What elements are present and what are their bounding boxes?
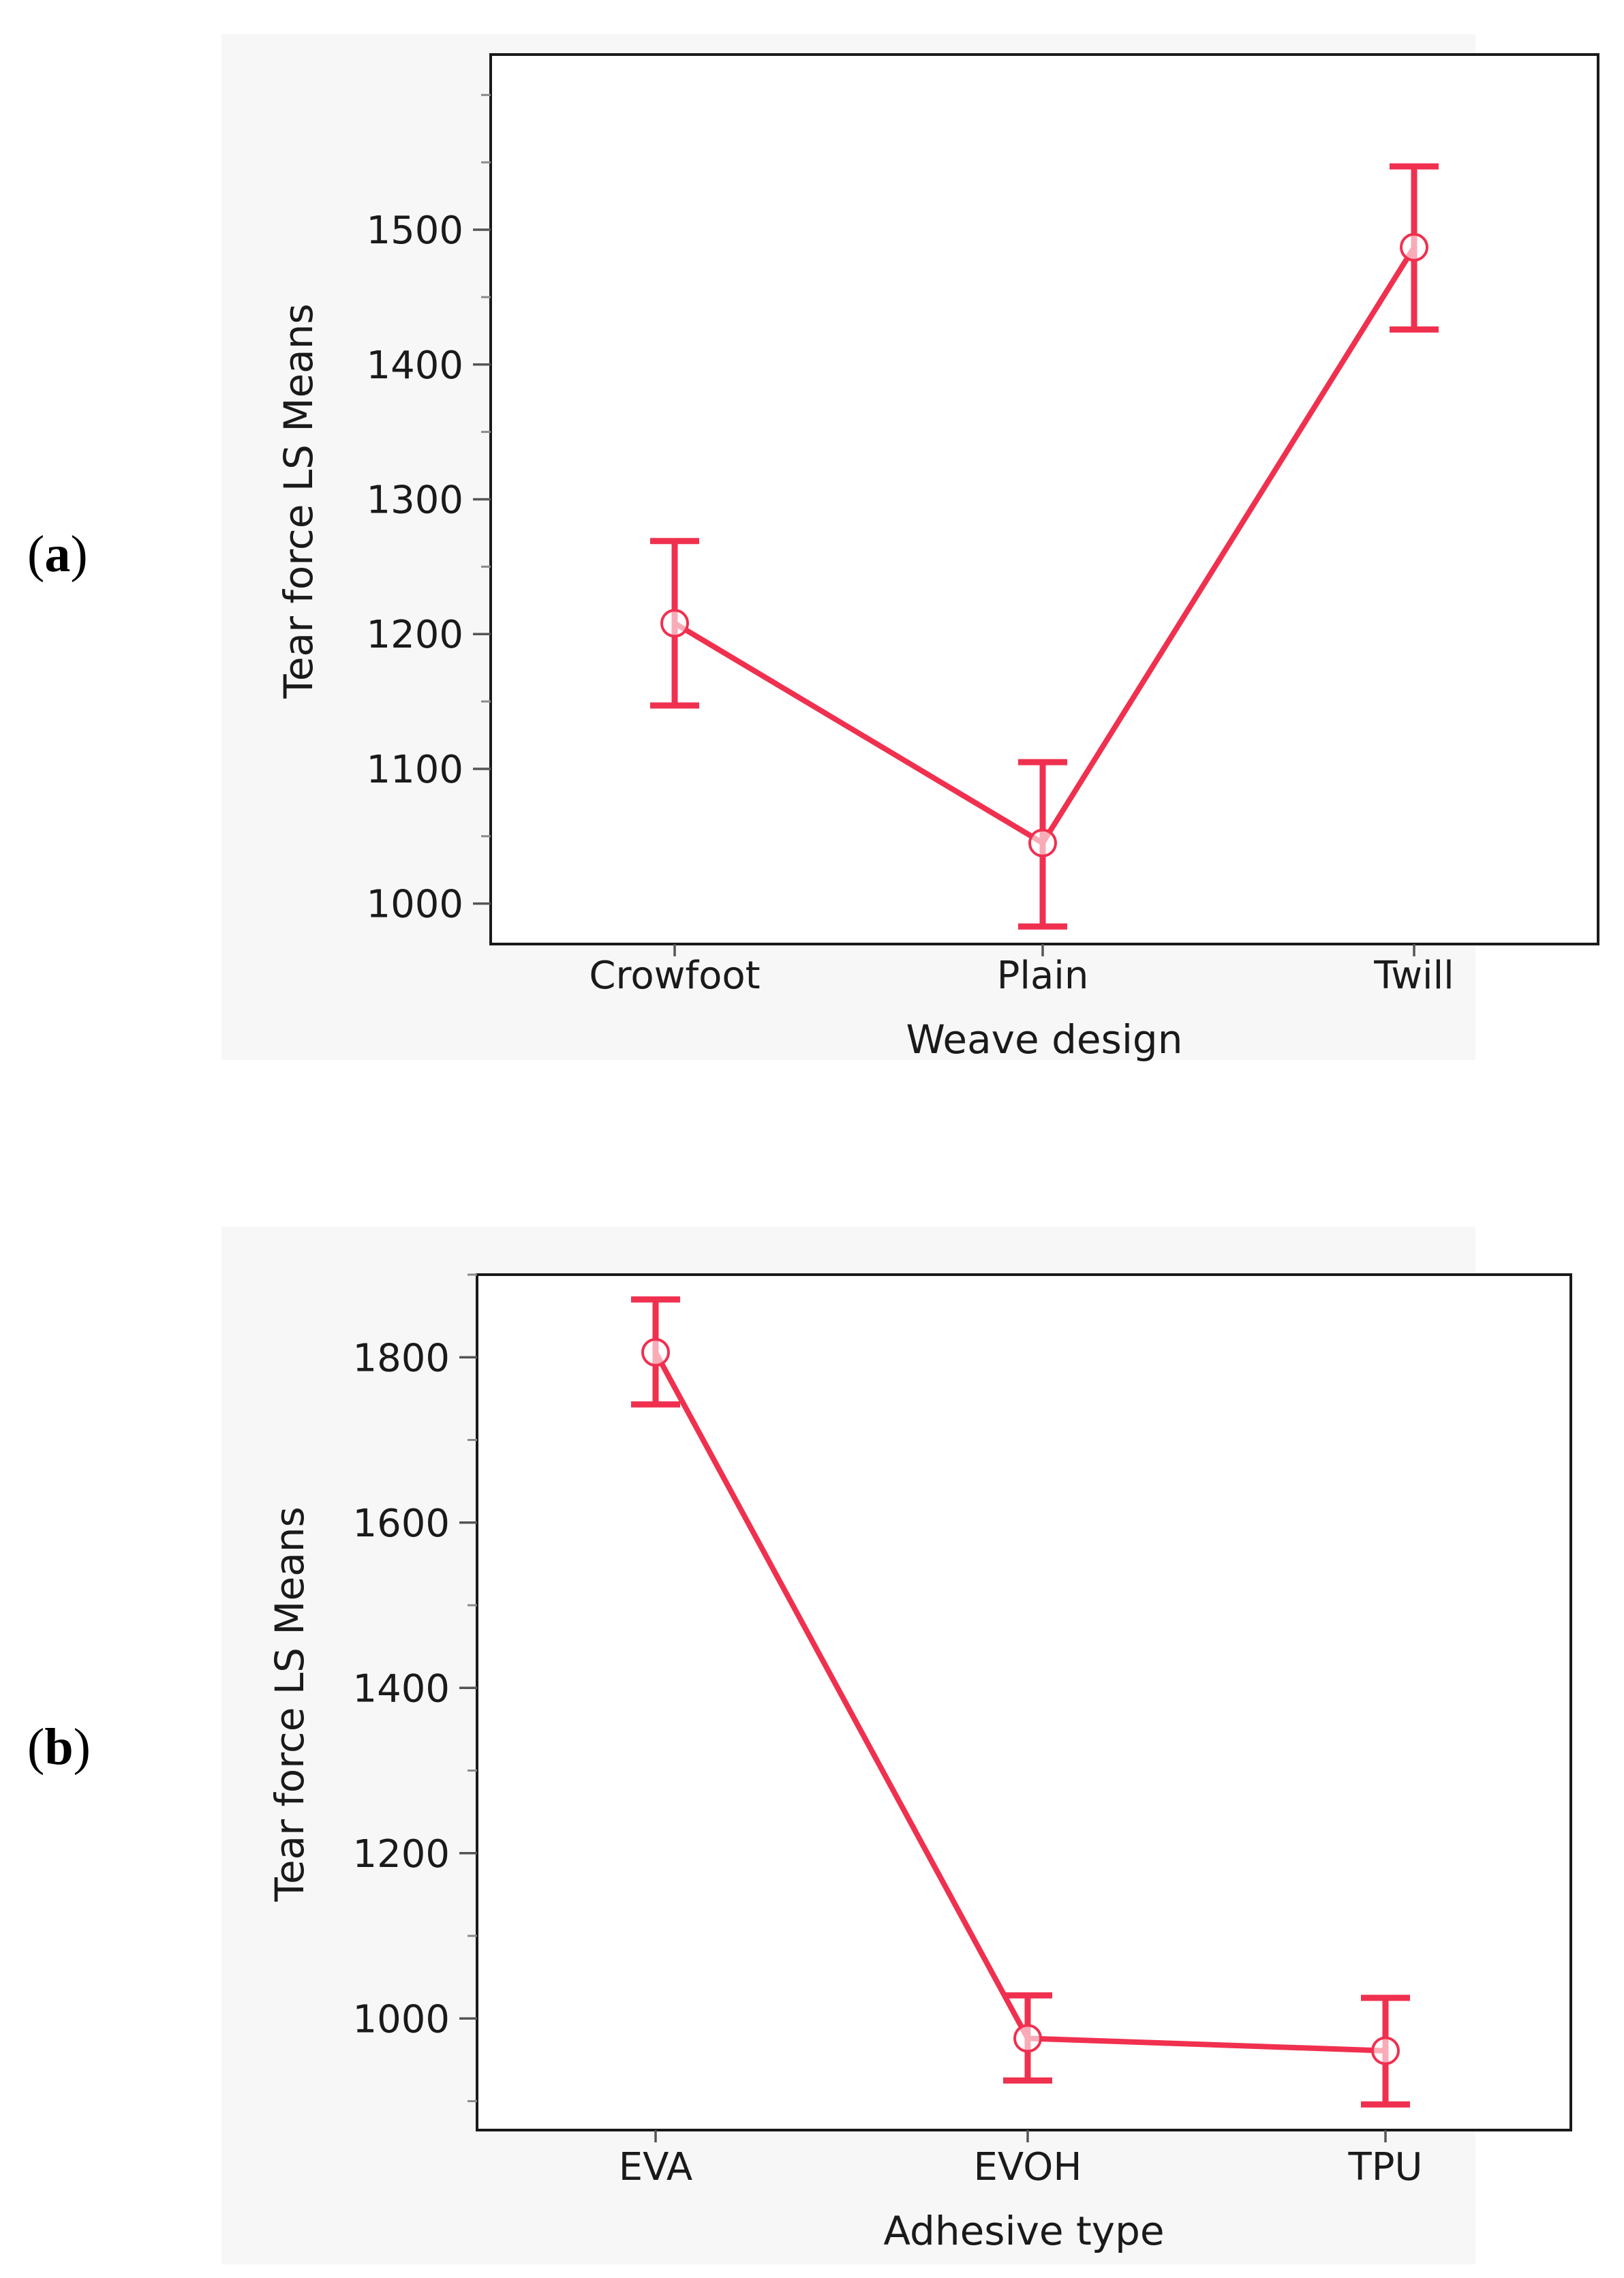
y-tick-label: 1000 — [366, 883, 463, 927]
x-tick-label: EVA — [619, 2145, 692, 2189]
panel-letter-b: b — [44, 1718, 74, 1776]
data-point — [1400, 232, 1428, 262]
x-tick-label: EVOH — [974, 2145, 1082, 2189]
x-tick-label: Plain — [997, 954, 1089, 998]
chart-weave-design: 1000 1100 1200 1300 1400 1500 Crowfoot Plain Twi… — [221, 34, 1599, 1063]
y-axis-title: Tear force LS Means — [275, 303, 322, 699]
data-point — [660, 609, 689, 638]
data-point — [641, 1337, 670, 1367]
y-tick-label: 1800 — [352, 1336, 450, 1380]
y-tick-label: 1200 — [366, 613, 463, 657]
x-axis-title: Weave design — [906, 1016, 1182, 1063]
x-tick-label: Crowfoot — [589, 954, 760, 998]
panel-label-a: (a) — [27, 526, 88, 583]
panel-label-b: (b) — [27, 1718, 91, 1776]
y-tick-label: 1300 — [366, 479, 463, 523]
y-tick-label: 1600 — [352, 1502, 450, 1546]
data-point — [1371, 2036, 1400, 2065]
x-axis-title: Adhesive type — [883, 2208, 1164, 2254]
y-tick-label: 1200 — [352, 1832, 450, 1877]
y-tick-label: 1400 — [352, 1667, 450, 1711]
x-tick-label: TPU — [1348, 2145, 1423, 2189]
chart-adhesive-type: 1000 1200 1400 1600 1800 EVA EVOH TPU Adhesive t… — [221, 1227, 1572, 2264]
y-tick-label: 1000 — [352, 1997, 450, 2041]
x-tick-label: Twill — [1373, 954, 1454, 998]
y-axis-title: Tear force LS Means — [266, 1506, 313, 1902]
data-point — [1013, 2024, 1042, 2053]
y-tick-label: 1400 — [366, 344, 463, 388]
plot-area-frame — [476, 1273, 1572, 2131]
y-tick-label: 1100 — [366, 748, 463, 792]
data-point — [1028, 828, 1057, 857]
y-tick-label: 1500 — [366, 209, 463, 253]
panel-letter-a: a — [44, 526, 71, 583]
